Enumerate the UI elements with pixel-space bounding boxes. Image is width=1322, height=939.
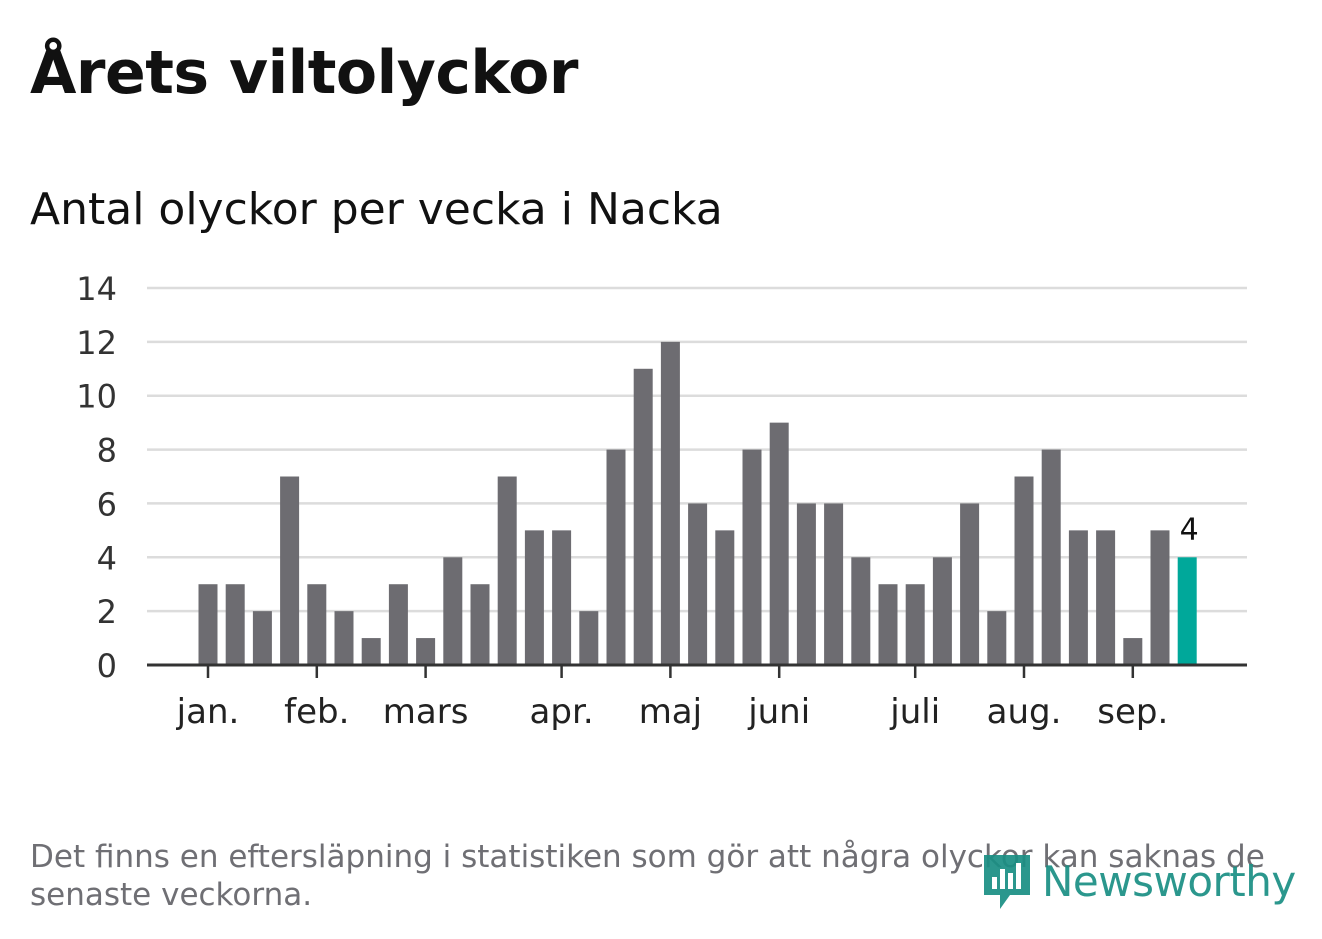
bar (742, 449, 762, 665)
x-tick-label: sep. (1097, 692, 1168, 732)
bar (198, 584, 218, 665)
bar (796, 503, 816, 665)
bar (524, 530, 544, 665)
footnote: Det finns en eftersläpning i statistiken… (30, 839, 1265, 913)
x-tick-label: mars (383, 692, 469, 732)
chart-subtitle: Antal olyckor per vecka i Nacka (30, 184, 723, 235)
bar (987, 611, 1007, 665)
bar (660, 341, 680, 665)
bar (552, 530, 572, 665)
bar (1096, 530, 1116, 665)
data-label: 4 (1180, 512, 1199, 547)
y-tick-label: 4 (97, 539, 117, 577)
x-tick-label: juli (889, 692, 940, 732)
bar (416, 638, 436, 665)
bar (225, 584, 245, 665)
x-tick-label: jan. (176, 692, 240, 732)
y-tick-label: 8 (97, 432, 117, 470)
bar (633, 368, 653, 665)
bar (1014, 476, 1034, 665)
bar (579, 611, 599, 665)
y-tick-label: 14 (76, 270, 117, 308)
bar-highlight (1177, 557, 1197, 665)
bar (878, 584, 898, 665)
bar (443, 557, 463, 665)
bar-chart: 0 2 4 6 8 10 12 14 4 jan. feb. mars apr. maj juni juli a… (76, 270, 1247, 732)
bar (1041, 449, 1061, 665)
logo-text: Newsworthy (1042, 856, 1296, 906)
x-tick-label: aug. (987, 692, 1062, 732)
y-tick-label: 10 (76, 378, 117, 416)
bar (824, 503, 844, 665)
x-tick-label: maj (639, 692, 702, 732)
bar (470, 584, 490, 665)
chart-title: Årets viltolyckor (30, 38, 579, 108)
bar (388, 584, 408, 665)
bar (252, 611, 272, 665)
x-tick-label: feb. (284, 692, 349, 732)
bar (361, 638, 381, 665)
bar (606, 449, 626, 665)
bar (769, 422, 789, 665)
newsworthy-logo: Newsworthy (980, 846, 1296, 916)
y-tick-label: 6 (97, 485, 117, 523)
y-tick-label: 12 (76, 324, 117, 362)
bar (1150, 530, 1170, 665)
x-tick-label: apr. (530, 692, 594, 732)
bar (688, 503, 708, 665)
bar (851, 557, 871, 665)
x-tick-label: juni (747, 692, 810, 732)
bar (1123, 638, 1143, 665)
y-tick-label: 2 (97, 593, 117, 631)
bar (932, 557, 952, 665)
bar (905, 584, 925, 665)
bar (334, 611, 354, 665)
newsworthy-logo-icon (984, 855, 1030, 909)
bar (497, 476, 517, 665)
bar (1068, 530, 1088, 665)
bar (715, 530, 735, 665)
bar (280, 476, 300, 665)
bar (960, 503, 980, 665)
bar (307, 584, 327, 665)
y-tick-label: 0 (97, 647, 117, 685)
